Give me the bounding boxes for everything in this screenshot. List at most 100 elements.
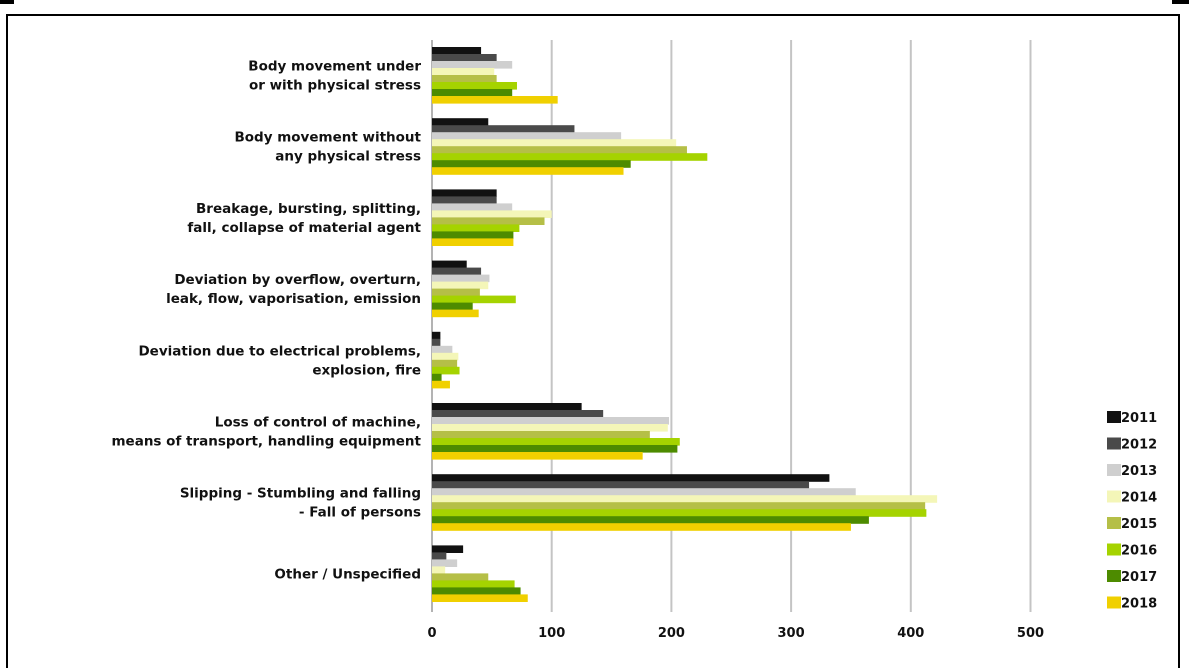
bar-group bbox=[432, 545, 528, 602]
bar-2013 bbox=[432, 488, 856, 496]
bar-2017 bbox=[432, 516, 869, 524]
bar-2012 bbox=[432, 410, 604, 418]
bar-2017 bbox=[432, 445, 678, 453]
bar-2011 bbox=[432, 260, 467, 269]
bar-2013 bbox=[432, 203, 513, 211]
bar-2012 bbox=[432, 267, 482, 276]
category-labels: Body movement under or with physical stre… bbox=[111, 59, 421, 583]
bar-2018 bbox=[432, 309, 479, 318]
bar-2014 bbox=[432, 210, 552, 218]
bar-group bbox=[432, 260, 516, 318]
bar-2011 bbox=[432, 474, 830, 482]
bar-2018 bbox=[432, 594, 528, 602]
bar-2016 bbox=[432, 438, 680, 446]
bar-2015 bbox=[432, 146, 687, 154]
bar-2011 bbox=[432, 118, 489, 126]
bar-2018 bbox=[432, 380, 450, 389]
bar-2011 bbox=[432, 47, 482, 55]
bar-2015 bbox=[432, 217, 545, 225]
bar-2015 bbox=[432, 431, 650, 439]
bar-group bbox=[432, 331, 460, 389]
bar-2013 bbox=[432, 559, 458, 567]
bar-2018 bbox=[432, 523, 851, 531]
legend-item: 2018 bbox=[1107, 596, 1157, 612]
bar-group bbox=[432, 47, 558, 104]
top-left-marker bbox=[0, 0, 14, 4]
bar-2016 bbox=[432, 366, 460, 375]
bar-2012 bbox=[432, 481, 810, 489]
bar-2012 bbox=[432, 54, 497, 62]
legend-label: 2011 bbox=[1121, 411, 1157, 426]
chart-frame bbox=[6, 14, 1180, 668]
category-label: Slipping - Stumbling and falling - Fall o… bbox=[180, 486, 421, 521]
bar-2011 bbox=[432, 189, 497, 197]
legend-swatch bbox=[1107, 464, 1121, 476]
legend-label: 2012 bbox=[1121, 438, 1157, 453]
legend-item: 2016 bbox=[1107, 543, 1157, 559]
category-label: Deviation by overflow, overturn, leak, fl… bbox=[166, 272, 421, 307]
bar-2018 bbox=[432, 238, 514, 246]
bar-2012 bbox=[432, 196, 497, 204]
legend-label: 2018 bbox=[1121, 597, 1157, 612]
bar-2016 bbox=[432, 153, 708, 161]
x-tick-label: 400 bbox=[897, 626, 924, 641]
top-right-marker bbox=[1172, 0, 1189, 4]
x-tick-label: 500 bbox=[1017, 626, 1044, 641]
bar-2014 bbox=[432, 495, 938, 503]
bar-2016 bbox=[432, 580, 515, 588]
bar-2017 bbox=[432, 89, 513, 97]
category-label: Body movement under or with physical stre… bbox=[248, 59, 421, 94]
category-label: Deviation due to electrical problems, exp… bbox=[138, 343, 421, 378]
bar-2011 bbox=[432, 331, 441, 340]
bar-2013 bbox=[432, 132, 622, 140]
legend-label: 2014 bbox=[1121, 491, 1157, 506]
bar-2015 bbox=[432, 502, 926, 510]
legend-label: 2015 bbox=[1121, 517, 1157, 532]
bar-2016 bbox=[432, 295, 516, 304]
bar-2018 bbox=[432, 452, 643, 460]
bar-2015 bbox=[432, 359, 458, 368]
bar-2015 bbox=[432, 573, 489, 581]
bar-2017 bbox=[432, 373, 442, 382]
legend-label: 2013 bbox=[1121, 464, 1157, 479]
bar-2014 bbox=[432, 352, 459, 361]
bar-2012 bbox=[432, 338, 441, 347]
bar-2011 bbox=[432, 545, 464, 553]
legend-item: 2013 bbox=[1107, 464, 1157, 479]
legend-item: 2011 bbox=[1107, 411, 1157, 426]
legend-label: 2016 bbox=[1121, 544, 1157, 559]
bar-2016 bbox=[432, 509, 927, 517]
legend-swatch bbox=[1107, 596, 1121, 609]
bar-2017 bbox=[432, 302, 473, 311]
bar-2015 bbox=[432, 288, 480, 297]
bar-2016 bbox=[432, 224, 520, 232]
legend-swatch bbox=[1107, 570, 1121, 582]
bar-2014 bbox=[432, 424, 668, 432]
bar-2012 bbox=[432, 552, 447, 560]
bar-2016 bbox=[432, 82, 517, 90]
bar-group bbox=[432, 474, 938, 531]
bar-2018 bbox=[432, 96, 558, 104]
bars bbox=[432, 47, 938, 602]
x-tick-label: 100 bbox=[538, 626, 565, 641]
legend-swatch bbox=[1107, 411, 1121, 423]
x-tick-label: 300 bbox=[778, 626, 805, 641]
x-tick-labels: 0 100 200 300 400 500 bbox=[427, 626, 1044, 641]
legend: 2011 2012 2013 2014 2015 2016 2017 2018 bbox=[1107, 411, 1157, 612]
bar-2017 bbox=[432, 231, 514, 239]
legend-swatch bbox=[1107, 437, 1121, 450]
bar-2013 bbox=[432, 345, 453, 354]
legend-swatch bbox=[1107, 543, 1121, 556]
x-tick-label: 200 bbox=[658, 626, 685, 641]
bar-2014 bbox=[432, 139, 677, 147]
legend-swatch bbox=[1107, 490, 1121, 503]
category-label: Other / Unspecified bbox=[274, 566, 421, 582]
bar-group bbox=[432, 403, 680, 460]
x-tick-label: 0 bbox=[427, 626, 436, 641]
legend-item: 2014 bbox=[1107, 490, 1157, 506]
bar-2012 bbox=[432, 125, 575, 133]
bar-2017 bbox=[432, 160, 631, 168]
legend-item: 2017 bbox=[1107, 570, 1157, 585]
legend-item: 2012 bbox=[1107, 437, 1157, 453]
